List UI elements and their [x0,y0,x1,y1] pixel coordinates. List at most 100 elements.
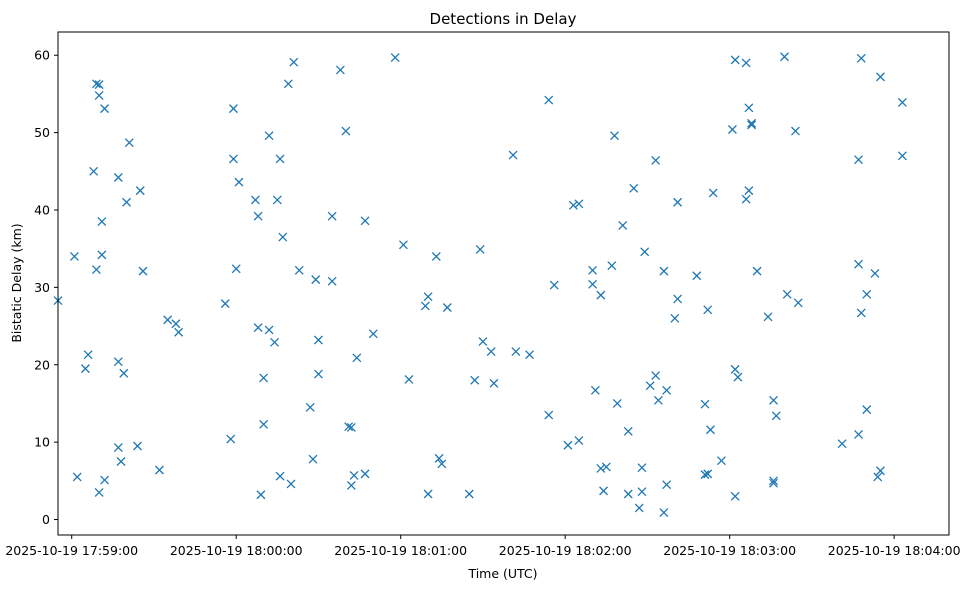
data-point [220,299,230,309]
data-point [780,52,789,62]
y-tick-label: 50 [34,125,50,140]
data-point [360,469,370,479]
data-point [876,72,885,82]
data-point [588,265,598,275]
data-point [574,199,584,209]
data-point [275,471,285,481]
data-point [80,364,90,374]
data-point [596,290,606,300]
data-point [651,155,661,165]
data-point [275,154,285,164]
data-point [478,337,488,346]
data-point [730,491,740,501]
data-point [368,329,378,339]
data-point [100,104,110,114]
data-point [897,151,907,161]
data-point [525,350,535,360]
y-tick-label: 40 [34,202,50,217]
data-point [856,53,866,63]
data-point [486,347,496,357]
data-point [423,489,433,499]
data-point [94,80,104,90]
data-point [599,486,609,496]
data-point [574,436,584,446]
data-point [437,459,447,469]
data-point [475,244,485,254]
data-point [607,261,617,271]
data-point [234,177,244,187]
data-point [897,97,907,107]
data-point [305,402,315,412]
chart-title: Detections in Delay [430,10,577,28]
data-point [876,466,885,476]
data-point [442,303,452,312]
data-point [346,422,356,432]
data-point [747,120,757,130]
data-point [256,490,266,500]
data-point [83,350,93,360]
data-point [563,440,573,450]
data-point [253,211,263,221]
data-point [623,489,633,499]
data-point [634,503,644,513]
data-point [327,276,337,286]
y-tick-label: 0 [42,512,50,527]
data-point [856,308,866,318]
data-point [94,487,104,497]
data-point [703,305,713,315]
data-point [250,195,260,205]
data-point [659,508,669,518]
y-axis-label: Bistatic Delay (km) [9,223,24,342]
x-tick-label: 2025-10-19 17:59:00 [5,543,138,558]
plot-frame [57,31,950,536]
data-point [135,186,145,196]
data-point [730,364,740,374]
data-point [596,463,606,473]
data-point [782,289,792,299]
data-point [716,456,726,466]
data-point [837,439,847,449]
data-point [508,150,518,160]
data-point [434,453,444,463]
data-point [294,265,304,275]
data-point [854,259,863,269]
data-point [637,487,647,497]
x-axis-label: Time (UTC) [467,566,537,581]
data-point [264,131,274,141]
x-tick-label: 2025-10-19 18:03:00 [663,543,796,558]
data-point [854,155,863,165]
y-tick-label: 30 [34,280,50,295]
x-tick-label: 2025-10-19 18:04:00 [828,543,961,558]
data-point [349,470,359,480]
data-point [590,385,600,395]
data-point [645,381,655,391]
data-point [327,211,337,221]
data-point [744,186,754,196]
data-point [544,95,554,105]
data-point [122,197,131,207]
data-point [119,368,129,378]
data-point [727,125,737,134]
x-tick-label: 2025-10-19 18:02:00 [499,543,632,558]
data-point [673,197,683,207]
data-point [390,53,400,62]
data-point [706,425,715,435]
data-point [259,373,269,383]
data-point [346,481,356,490]
data-point [670,313,680,323]
data-point [420,301,430,311]
data-point [854,429,863,439]
data-point [283,79,293,89]
data-point [72,472,82,482]
data-point [662,385,672,395]
data-point [741,58,751,68]
data-point [752,266,762,276]
data-point [703,469,713,479]
data-point [610,131,619,141]
x-axis-ticks: 2025-10-19 17:59:00 2025-10-19 18:00:00 20… [5,535,961,558]
data-point [404,374,414,384]
data-point [113,357,123,367]
data-point [344,422,354,432]
data-point [231,264,241,274]
